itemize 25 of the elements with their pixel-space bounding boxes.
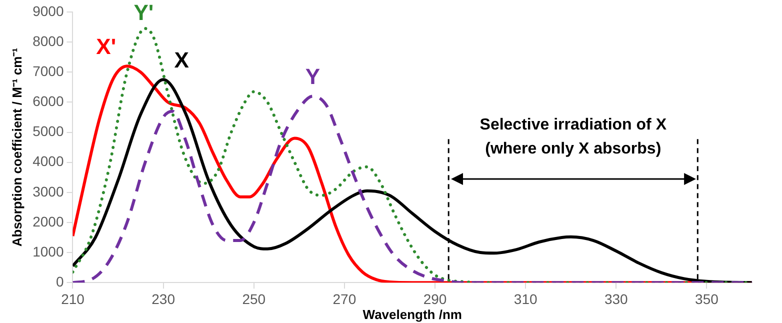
series-label: X	[174, 48, 190, 73]
y-tick-label: 0	[56, 273, 64, 290]
series-label: X'	[96, 34, 116, 60]
x-tick-label: 310	[514, 290, 538, 307]
x-tick-label: 330	[604, 290, 628, 307]
y-tick-label: 7000	[32, 62, 64, 79]
y-tick-label: 2000	[32, 213, 64, 230]
y-tick-label: 9000	[32, 2, 64, 19]
series-label: Y'	[134, 0, 154, 26]
y-tick-label: 1000	[32, 243, 64, 260]
y-tick-label: 4000	[32, 153, 64, 170]
x-tick-label: 270	[332, 290, 356, 307]
y-tick-label: 3000	[32, 183, 64, 200]
y-tick-label: 8000	[32, 32, 64, 49]
series-label: Y	[305, 64, 320, 90]
x-tick-label: 230	[152, 290, 176, 307]
y-tick-label: 6000	[32, 93, 64, 110]
y-tick-label: 5000	[32, 123, 64, 140]
x-axis-title: Wavelength /nm	[362, 306, 462, 322]
x-tick-label: 290	[423, 290, 447, 307]
annotation: Selective irradiation of X (where only X absorbs)	[480, 116, 667, 158]
x-tick-label: 350	[695, 290, 719, 307]
x-tick-label: 210	[61, 290, 85, 307]
y-axis-title: Absorption coefficient / M⁻¹ cm⁻¹	[9, 48, 24, 247]
x-tick-label: 250	[242, 290, 266, 307]
